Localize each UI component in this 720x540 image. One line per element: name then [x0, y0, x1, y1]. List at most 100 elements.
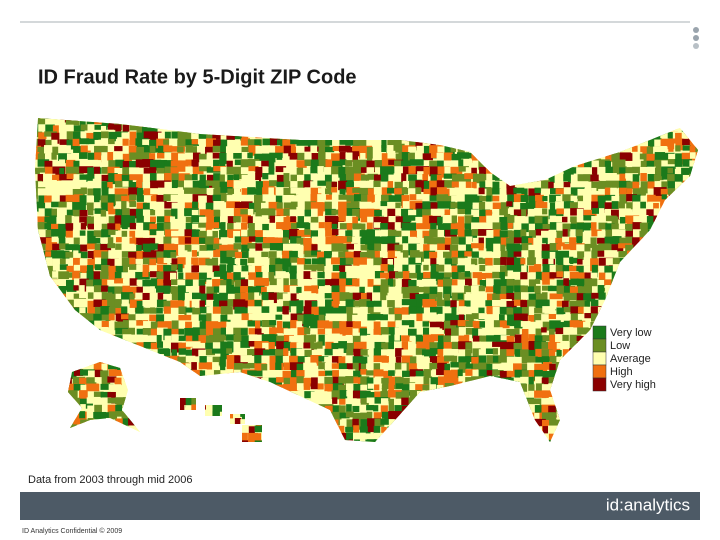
map-cell: [149, 286, 155, 296]
map-cell: [367, 173, 378, 180]
map-cell: [450, 440, 456, 442]
map-cell: [563, 138, 578, 152]
map-cell: [163, 265, 176, 273]
map-cell: [345, 411, 354, 418]
map-cell: [149, 131, 162, 144]
map-cell: [171, 349, 177, 358]
map-cell: [275, 390, 287, 398]
map-cell: [220, 125, 227, 137]
map-cell: [240, 447, 252, 453]
map-cell: [79, 278, 89, 292]
map-cell: [394, 188, 402, 195]
map-cell: [324, 376, 335, 386]
map-cell: [528, 384, 535, 397]
map-cell: [591, 208, 602, 214]
map-cell: [241, 335, 254, 343]
map-cell: [109, 447, 122, 458]
map-cell: [52, 411, 68, 421]
map-cell: [583, 404, 596, 417]
map-cell: [359, 313, 371, 325]
map-cell: [142, 202, 154, 210]
map-cell: [556, 447, 569, 457]
map-cell: [233, 376, 246, 389]
map-cell: [696, 341, 698, 347]
map-cell: [296, 370, 307, 377]
map-cell: [185, 216, 193, 226]
map-cell: [80, 251, 88, 263]
map-cell: [689, 166, 698, 177]
map-cell: [289, 342, 299, 353]
map-cell: [688, 187, 698, 195]
map-cell: [157, 118, 165, 128]
map-cell: [395, 153, 406, 164]
map-cell: [212, 447, 218, 458]
map-cell: [604, 398, 615, 406]
map-cell: [597, 307, 606, 316]
map-cell: [450, 377, 463, 387]
map-cell: [478, 187, 485, 195]
map-cell: [590, 145, 599, 157]
map-cell: [255, 257, 269, 267]
map-cell: [150, 250, 161, 263]
map-cell: [296, 405, 308, 412]
map-cell: [507, 222, 513, 229]
map-cell: [422, 118, 432, 124]
map-cell: [171, 264, 178, 271]
map-cell: [331, 342, 344, 350]
map-cell: [604, 279, 614, 286]
map-cell: [429, 229, 440, 238]
map-cell: [471, 383, 478, 397]
map-cell: [597, 279, 609, 288]
map-cell: [254, 328, 264, 338]
map-cell: [101, 334, 108, 340]
map-cell: [632, 181, 640, 193]
map-cell: [542, 264, 555, 277]
map-cell: [339, 223, 353, 232]
map-cell: [394, 432, 409, 438]
map-cell: [234, 397, 250, 405]
map-cell: [667, 202, 680, 209]
map-cell: [548, 285, 559, 292]
map-cell: [325, 229, 336, 240]
map-cell: [73, 237, 80, 245]
map-cell: [37, 355, 47, 366]
map-cell: [703, 391, 710, 396]
map-cell: [688, 272, 696, 279]
map-cell: [450, 320, 458, 326]
map-cell: [79, 327, 93, 340]
map-cell: [262, 223, 272, 234]
map-cell: [583, 194, 598, 204]
map-cell: [184, 292, 192, 304]
map-cell: [471, 418, 486, 431]
map-cell: [416, 327, 428, 335]
map-cell: [262, 349, 276, 358]
map-cell: [177, 404, 185, 411]
map-cell: [226, 377, 240, 387]
map-cell: [660, 209, 676, 222]
map-cell: [647, 418, 658, 429]
map-cell: [177, 187, 184, 195]
map-cell: [45, 180, 57, 189]
map-cell: [703, 342, 711, 354]
map-cell: [660, 327, 671, 340]
map-cell: [423, 160, 432, 167]
map-cell: [499, 390, 506, 398]
map-cell: [415, 202, 424, 211]
map-cell: [143, 362, 156, 372]
map-cell: [220, 391, 232, 398]
map-cell: [114, 194, 128, 206]
map-cell: [702, 426, 709, 433]
map-cell: [401, 160, 411, 168]
map-cell: [247, 230, 256, 238]
map-cell: [35, 278, 37, 286]
map-cell: [37, 229, 48, 241]
map-cell: [632, 426, 648, 438]
map-cell: [212, 278, 224, 287]
map-cell: [408, 341, 414, 352]
map-cell: [696, 208, 698, 218]
map-cell: [170, 194, 182, 203]
map-cell: [682, 440, 697, 442]
map-cell: [576, 404, 586, 413]
map-cell: [703, 336, 717, 345]
map-cell: [471, 222, 486, 235]
